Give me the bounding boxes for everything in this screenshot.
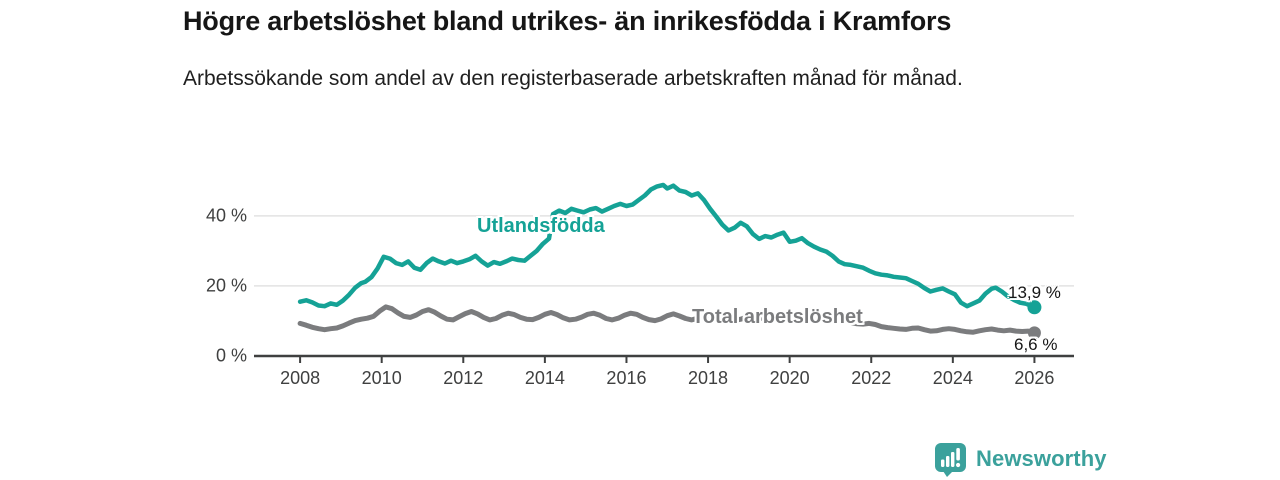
x-tick-label: 2008 [280, 368, 321, 388]
x-tick-label: 2018 [688, 368, 729, 388]
end-value-label-total-unemployment: 6,6 % [1014, 335, 1058, 354]
x-tick-label: 2022 [851, 368, 892, 388]
series-end-dot-total-unemployment [1027, 326, 1041, 340]
end-value-label-foreign-born: 13,9 % [1008, 283, 1061, 302]
x-tick-label: 2016 [606, 368, 647, 388]
newsworthy-wordmark: Newsworthy [976, 446, 1107, 471]
newsworthy-logo[interactable]: Newsworthy [934, 441, 1107, 477]
y-tick-label: 20 % [205, 275, 247, 296]
y-tick-label: 0 % [215, 345, 247, 366]
newsworthy-bar-chart-bubble-icon [935, 443, 966, 477]
series-label-foreign-born: Utlandsfödda [477, 215, 605, 237]
chart-title: Högre arbetslöshet bland utrikes- än inr… [183, 6, 952, 36]
series-end-dot-foreign-born [1027, 300, 1042, 315]
series-line-foreign-born [297, 182, 1037, 310]
x-tick-label: 2014 [524, 368, 565, 388]
y-tick-label: 40 % [205, 205, 247, 226]
series-label-total-unemployment: Total arbetslöshet [692, 306, 863, 328]
series-line-total-unemployment [297, 304, 1037, 336]
x-tick-label: 2012 [443, 368, 484, 388]
x-tick-label: 2024 [932, 368, 973, 388]
chart-subtitle: Arbetssökande som andel av den registerb… [183, 67, 963, 90]
x-tick-label: 2026 [1014, 368, 1055, 388]
x-tick-label: 2020 [769, 368, 810, 388]
x-tick-label: 2010 [361, 368, 402, 388]
